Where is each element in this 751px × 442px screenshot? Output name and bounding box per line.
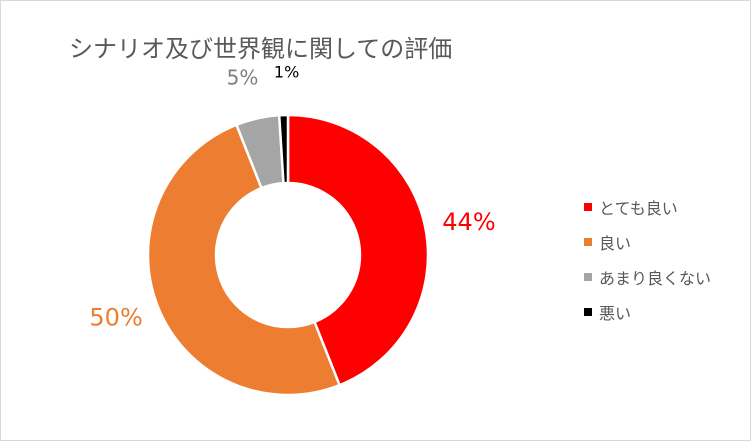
data-label-2: 50% xyxy=(89,303,142,331)
slice-4 xyxy=(277,113,290,185)
legend-item-1: とても良い xyxy=(584,189,711,224)
slice-2 xyxy=(146,123,342,397)
slice-1 xyxy=(286,113,430,387)
legend-label-2: 良い xyxy=(599,233,632,253)
data-label-1: 44% xyxy=(442,208,495,236)
legend-label-1: とても良い xyxy=(599,198,678,218)
legend-label-3: あまり良くない xyxy=(599,268,712,288)
legend-swatch-3 xyxy=(584,272,592,281)
legend-item-2: 良い xyxy=(584,224,711,259)
data-label-3: 5% xyxy=(227,66,259,90)
legend: とても良い良いあまり良くない 悪い xyxy=(584,189,711,329)
chart-title: シナリオ及び世界観に関しての評価 xyxy=(69,35,453,63)
legend-item-3: あまり良くない xyxy=(584,259,711,294)
legend-swatch-4 xyxy=(584,307,592,316)
legend-swatch-1 xyxy=(584,202,592,211)
legend-swatch-2 xyxy=(584,237,592,246)
data-label-4: 1% xyxy=(274,63,299,82)
legend-item-4: 悪い xyxy=(584,294,711,329)
legend-label-4: 悪い xyxy=(599,303,632,323)
